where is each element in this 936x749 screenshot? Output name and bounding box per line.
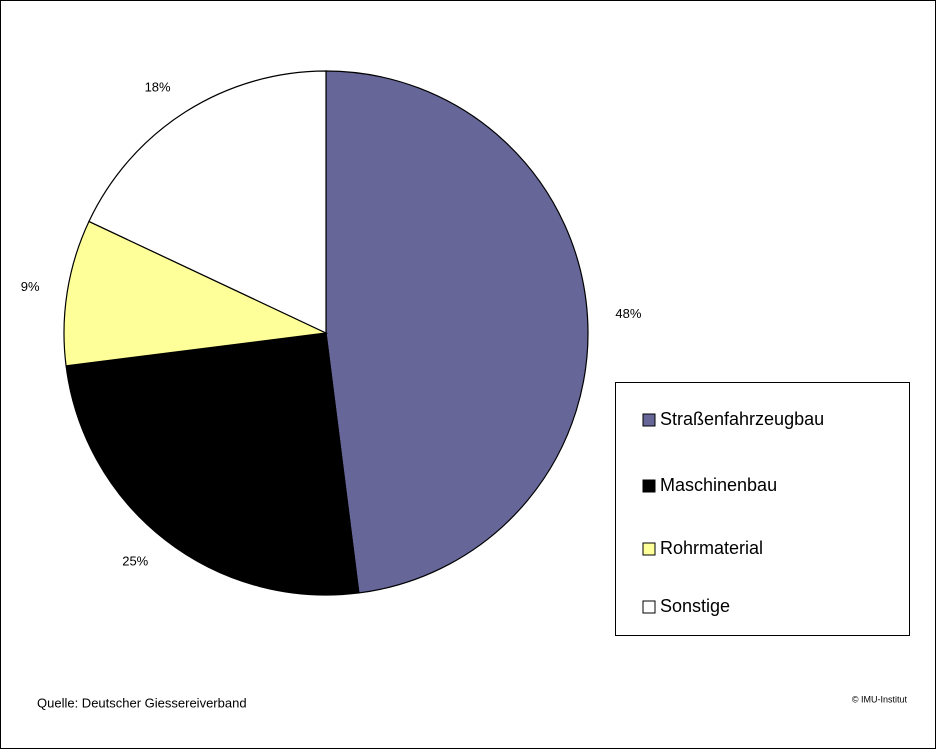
legend-label: Straßenfahrzeugbau: [660, 409, 824, 429]
legend-swatch: [642, 600, 656, 614]
data-label: 48%: [615, 306, 641, 321]
copyright: © IMU-Institut: [852, 694, 908, 704]
pie-slice: [325, 70, 589, 594]
legend-box: [615, 382, 910, 636]
pie-slice: [88, 70, 327, 334]
data-label: 9%: [21, 279, 40, 294]
legend-swatch: [642, 479, 656, 493]
legend-label: Maschinenbau: [660, 475, 777, 495]
data-label: 18%: [145, 80, 171, 95]
pie-slice: [65, 332, 360, 596]
legend-swatch: [642, 542, 656, 556]
pie-slice: [63, 220, 329, 367]
legend-swatch: [642, 413, 656, 427]
data-label: 25%: [122, 554, 148, 569]
source: Quelle: Deutscher Giessereiverband: [37, 695, 247, 710]
legend-label: Sonstige: [660, 596, 730, 616]
legend-label: Rohrmaterial: [660, 538, 763, 558]
